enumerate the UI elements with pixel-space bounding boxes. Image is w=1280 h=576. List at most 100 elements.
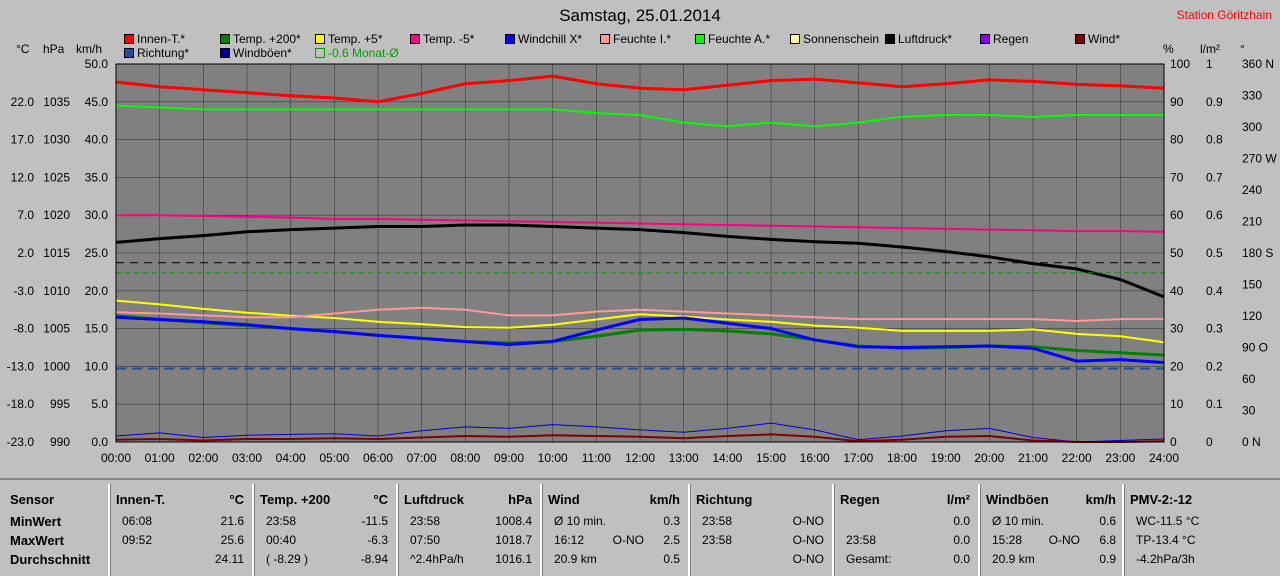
table-row: Ø 10 min. 0.6 <box>980 514 1124 532</box>
x-tick-label: 23:00 <box>1105 451 1135 465</box>
legend-swatch <box>790 34 800 44</box>
cell-label: Ø 10 min. <box>554 514 607 528</box>
table-row: 06:08 21.6 <box>110 514 252 532</box>
cell-value: -6.3 <box>367 533 388 547</box>
table-column: PMV-2:-12 WC-11.5 °C TP-13.4 °C -4.2hPa/3h <box>1124 484 1280 576</box>
series-line <box>115 433 1165 443</box>
unit-rain: l/m² <box>1200 42 1220 56</box>
cell-label: 23:58 <box>410 514 441 528</box>
table-row: 20.9 km 0.5 <box>542 552 688 570</box>
series-line <box>115 306 1164 322</box>
series-line <box>115 104 1164 128</box>
cell-label: 09:52 <box>122 533 153 547</box>
series-line <box>115 223 1165 299</box>
series-line <box>115 74 1165 104</box>
x-tick-label: 08:00 <box>450 451 480 465</box>
table-row: 23:58 1008.4 <box>398 514 540 532</box>
cell-value: -8.94 <box>360 552 388 566</box>
column-unit: °C <box>373 492 388 507</box>
x-tick-label: 01:00 <box>145 451 175 465</box>
cell-label: ^2.4hPa/h <box>410 552 464 566</box>
cell-value: 25.6 <box>220 533 244 547</box>
plot-frame <box>115 63 1165 443</box>
degree-tick-label: 0 N <box>1242 435 1261 449</box>
cell-label: 20.9 km <box>992 552 1035 566</box>
legend-label: Windböen* <box>233 46 292 60</box>
degree-tick-label: 150 <box>1242 278 1262 292</box>
rain-tick-label: 0.9 <box>1206 95 1223 109</box>
cell-label: 07:50 <box>410 533 441 547</box>
table-row: 23:58 O-NO <box>690 533 832 551</box>
degree-tick-label: 330 <box>1242 89 1262 103</box>
table-row: 24.11 <box>110 552 252 570</box>
legend-swatch <box>315 48 325 58</box>
table-column: Windböen km/h Ø 10 min. 0.6 15:28 O-NO 6.8 20.9… <box>980 484 1124 576</box>
legend-label: Feuchte I.* <box>613 32 672 46</box>
cell-label: 00:40 <box>266 533 297 547</box>
cell-value: 1008.4 <box>495 514 532 528</box>
unit-celsius: °C <box>16 42 30 56</box>
x-tick-label: 17:00 <box>843 451 873 465</box>
kmh-tick-label: 30.0 <box>85 208 109 222</box>
cell-value: 0.9 <box>1099 552 1116 566</box>
table-row: 16:12 O-NO 2.5 <box>542 533 688 551</box>
table-row: -4.2hPa/3h <box>1124 552 1280 570</box>
table-separator <box>108 484 110 576</box>
table-row: 23:58 O-NO <box>690 514 832 532</box>
cell-label: ( -8.29 ) <box>266 552 309 566</box>
degree-tick-label: 90 O <box>1242 341 1268 355</box>
cell-direction: O-NO <box>612 533 644 547</box>
rain-tick-label: 0.3 <box>1206 322 1223 336</box>
cell-label: 23:58 <box>702 533 733 547</box>
legend-swatch <box>980 34 990 44</box>
percent-tick-label: 100 <box>1170 57 1190 71</box>
kmh-tick-label: 45.0 <box>85 95 109 109</box>
stats-table: Sensor MinWert MaxWert Durchschnitt Innen-T.… <box>0 478 1280 576</box>
table-row: 23:58 -11.5 <box>254 514 396 532</box>
percent-tick-label: 0 <box>1170 435 1177 449</box>
chart-title: Samstag, 25.01.2014 <box>559 6 721 25</box>
hpa-tick-label: 1010 <box>43 284 70 298</box>
cell-label: WC-11.5 °C <box>1136 514 1200 528</box>
table-separator <box>540 484 542 576</box>
celsius-tick-label: -23.0 <box>7 435 35 449</box>
percent-tick-label: 10 <box>1170 397 1184 411</box>
table-column: Sensor MinWert MaxWert Durchschnitt <box>0 484 108 576</box>
legend-label: Temp. +200* <box>233 32 301 46</box>
legend-swatch <box>410 34 420 44</box>
table-row: WC-11.5 °C <box>1124 514 1280 532</box>
station-name: Station Göritzhain <box>1176 8 1272 22</box>
kmh-tick-label: 5.0 <box>91 397 108 411</box>
legend-swatch <box>505 34 515 44</box>
x-tick-label: 21:00 <box>1018 451 1048 465</box>
column-unit: hPa <box>508 492 532 507</box>
percent-tick-label: 60 <box>1170 208 1184 222</box>
column-header: Luftdruck <box>404 492 464 507</box>
legend-item: Feuchte I.* <box>600 32 671 46</box>
table-separator <box>252 484 254 576</box>
column-header: Sensor <box>10 492 55 507</box>
percent-tick-label: 80 <box>1170 133 1184 147</box>
rain-tick-label: 1 <box>1206 57 1213 71</box>
celsius-tick-label: -8.0 <box>13 322 34 336</box>
series-line <box>115 422 1165 443</box>
degree-tick-label: 210 <box>1242 215 1262 229</box>
celsius-tick-label: -3.0 <box>13 284 34 298</box>
series-line <box>115 299 1165 344</box>
cell-value: 1018.7 <box>495 533 532 547</box>
x-tick-label: 24:00 <box>1149 451 1179 465</box>
table-row: ^2.4hPa/h 1016.1 <box>398 552 540 570</box>
rain-tick-label: 0.8 <box>1206 133 1223 147</box>
table-column: Temp. +200 °C 23:58 -11.5 00:40 -6.3 ( -8.29 )… <box>254 484 396 576</box>
table-row: 23:58 0.0 <box>834 533 978 551</box>
x-tick-label: 11:00 <box>582 451 611 465</box>
legend-label: Windchill X* <box>518 32 583 46</box>
cell-label: 23:58 <box>266 514 297 528</box>
legend-item: Temp. +5* <box>315 32 382 46</box>
kmh-tick-label: 10.0 <box>85 359 109 373</box>
cell-label: 16:12 <box>554 533 585 547</box>
percent-tick-label: 40 <box>1170 284 1184 298</box>
celsius-tick-label: 12.0 <box>11 170 35 184</box>
column-unit: km/h <box>649 492 680 507</box>
kmh-tick-label: 25.0 <box>85 246 109 260</box>
